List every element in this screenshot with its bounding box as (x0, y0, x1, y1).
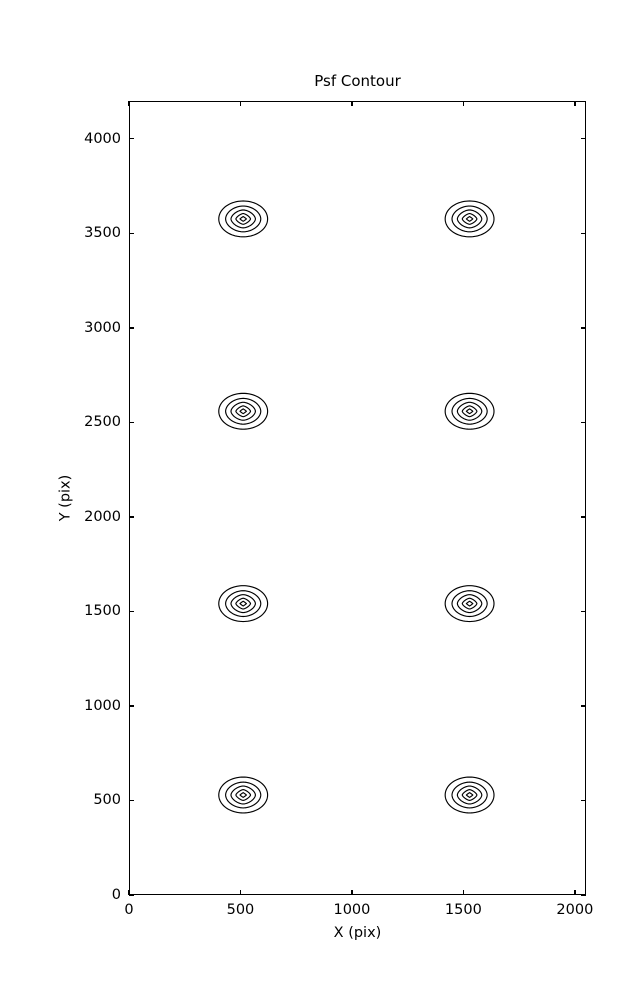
contour-level-1 (225, 781, 262, 809)
contour-level-2 (456, 401, 483, 421)
y-tick-label: 4000 (84, 130, 121, 147)
x-tick-label: 1000 (333, 902, 371, 918)
contour-level-1 (451, 205, 488, 233)
contour-level-4 (239, 792, 248, 798)
x-tick-bottom (239, 890, 242, 895)
contour-level-0 (444, 776, 495, 814)
contour-level-1 (451, 590, 488, 618)
x-tick-label: 500 (226, 902, 255, 918)
x-tick-bottom (462, 890, 465, 895)
y-tick-left (129, 138, 134, 140)
contour-level-0 (218, 200, 269, 238)
contour-level-2 (456, 209, 483, 229)
y-tick-left (129, 610, 134, 613)
y-tick-label: 500 (93, 792, 121, 809)
y-tick-right (581, 799, 586, 802)
y-tick-left (129, 421, 134, 424)
contour-level-1 (225, 205, 262, 233)
y-tick-left (129, 327, 134, 329)
contour-level-2 (456, 594, 483, 614)
y-tick-label: 2000 (84, 508, 121, 525)
contour-level-2 (230, 594, 256, 614)
x-tick-top (128, 101, 130, 106)
y-axis-label-wrap: Y (pix) (42, 0, 73, 1000)
contour-level-4 (239, 408, 248, 415)
psf-contour-group (444, 392, 495, 430)
y-tick-left (129, 799, 134, 802)
y-tick-left (129, 894, 134, 896)
contour-level-4 (465, 792, 474, 798)
contour-series (218, 200, 495, 814)
x-axis-label: X (pix) (333, 925, 382, 941)
y-tick-right (581, 327, 586, 329)
contour-level-3 (461, 597, 478, 610)
y-tick-right (581, 705, 586, 707)
contour-level-0 (218, 392, 269, 430)
contour-level-1 (451, 781, 488, 809)
contour-level-4 (239, 600, 248, 607)
contour-plot-surface (130, 102, 585, 894)
contour-level-0 (444, 200, 495, 238)
contour-level-1 (225, 590, 262, 618)
psf-contour-group (218, 200, 269, 238)
psf-contour-group (444, 776, 495, 814)
x-tick-bottom (128, 890, 130, 895)
psf-contour-group (218, 585, 269, 623)
chart-title: Psf Contour (314, 72, 401, 90)
contour-level-0 (444, 392, 495, 430)
contour-level-3 (235, 789, 252, 801)
y-axis-label: Y (pix) (57, 474, 74, 522)
x-tick-top (351, 101, 353, 106)
x-tick-bottom (574, 890, 576, 895)
y-tick-right (581, 516, 586, 518)
contour-level-3 (235, 405, 252, 418)
y-tick-right (581, 421, 586, 424)
y-tick-right (581, 894, 586, 896)
contour-level-3 (461, 789, 478, 801)
x-tick-label: 0 (124, 902, 134, 918)
y-tick-right (581, 138, 586, 140)
y-tick-label: 0 (111, 887, 121, 903)
contour-level-0 (218, 585, 269, 623)
y-tick-right (581, 610, 586, 613)
y-tick-left (129, 705, 134, 707)
psf-contour-group (218, 392, 269, 430)
y-tick-label: 3500 (84, 225, 121, 242)
psf-contour-group (444, 585, 495, 623)
y-tick-label: 2500 (84, 414, 121, 431)
y-tick-label: 1500 (84, 603, 121, 620)
contour-level-3 (235, 597, 252, 610)
plot-axes-frame (129, 101, 586, 895)
x-tick-top (239, 101, 242, 106)
x-tick-label: 2000 (556, 902, 594, 918)
contour-level-2 (456, 785, 483, 805)
x-tick-top (574, 101, 576, 106)
contour-level-1 (225, 397, 262, 425)
contour-level-3 (235, 212, 252, 225)
contour-level-0 (444, 585, 495, 623)
contour-level-4 (239, 215, 248, 222)
contour-level-0 (218, 776, 269, 814)
y-tick-left (129, 516, 134, 518)
x-tick-label: 1500 (444, 902, 482, 918)
y-tick-label: 3000 (84, 319, 121, 336)
contour-level-2 (230, 209, 256, 229)
contour-level-1 (451, 397, 488, 425)
x-tick-top (462, 101, 465, 106)
contour-level-3 (461, 405, 478, 418)
contour-level-3 (461, 212, 478, 225)
psf-contour-group (444, 200, 495, 238)
contour-level-4 (465, 408, 474, 415)
y-tick-right (581, 232, 586, 234)
y-tick-label: 1000 (84, 697, 121, 714)
contour-level-4 (465, 215, 474, 222)
contour-level-2 (230, 401, 256, 421)
y-tick-left (129, 232, 134, 234)
contour-level-4 (465, 600, 474, 607)
contour-level-2 (230, 785, 256, 805)
psf-contour-group (218, 776, 269, 814)
x-tick-bottom (351, 890, 353, 895)
